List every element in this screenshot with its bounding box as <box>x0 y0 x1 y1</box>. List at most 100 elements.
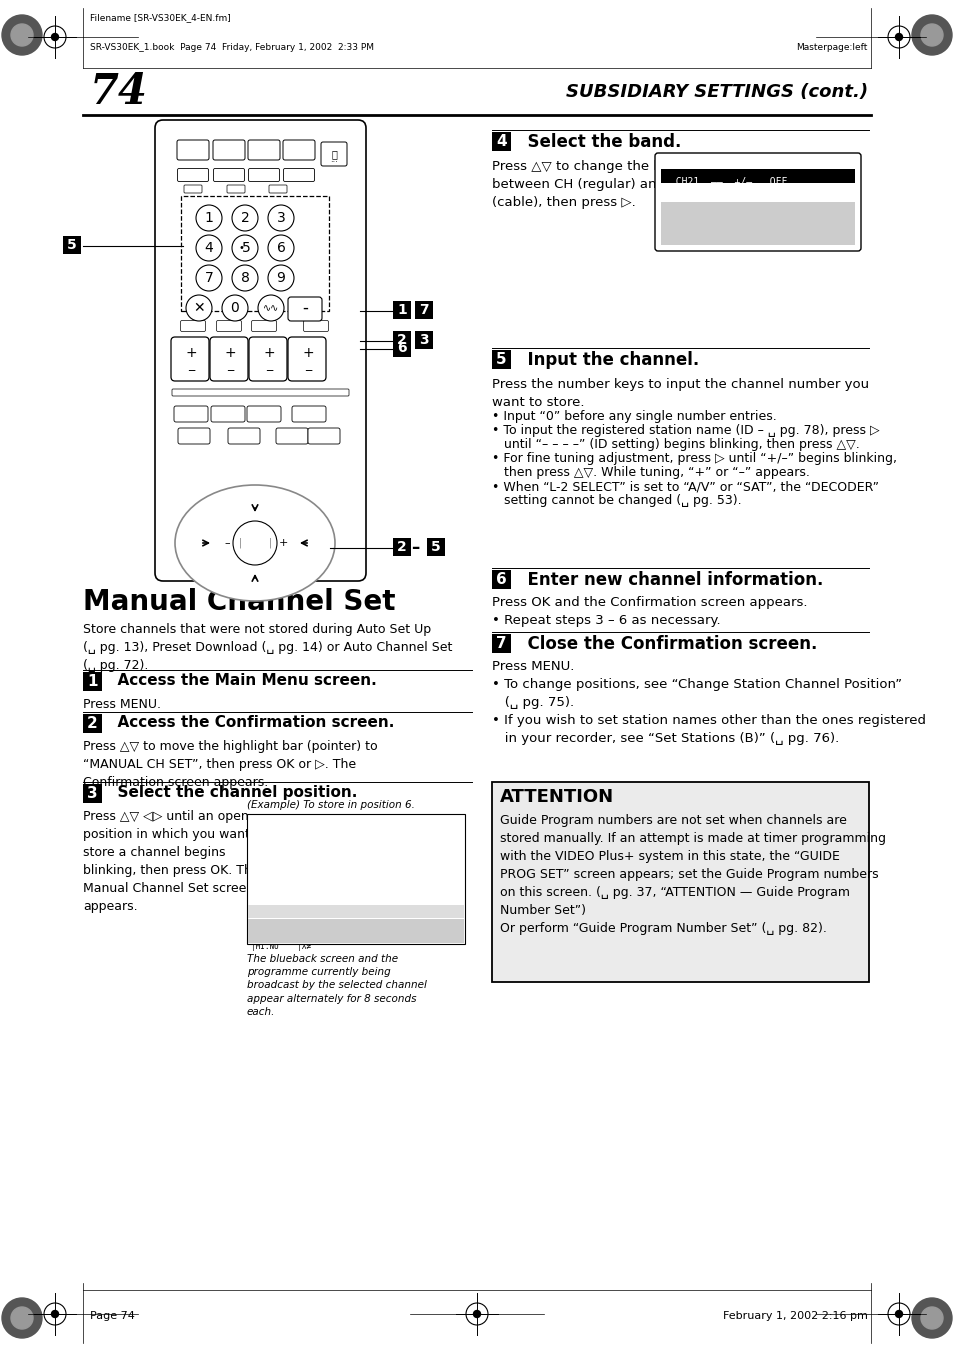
Text: 2: 2 <box>240 211 249 226</box>
Bar <box>63 236 81 254</box>
Text: +: + <box>302 346 314 359</box>
Text: Filename [SR-VS30EK_4-EN.fm]: Filename [SR-VS30EK_4-EN.fm] <box>90 14 231 23</box>
Circle shape <box>895 1310 902 1317</box>
Text: CH21  ——  +/–   OFF: CH21 —— +/– OFF <box>663 177 786 186</box>
Text: 2: 2 <box>396 332 406 347</box>
Bar <box>427 538 444 557</box>
Text: PR  ⇒  Ch     D    I N   D COD  R: PR ⇒ Ch D I N D COD R <box>662 163 815 173</box>
Bar <box>83 784 102 802</box>
Text: • Input “0” before any single number entries.: • Input “0” before any single number ent… <box>492 409 776 423</box>
Text: SUBSIDIARY SETTINGS (cont.): SUBSIDIARY SETTINGS (cont.) <box>565 82 867 101</box>
Circle shape <box>920 1306 942 1329</box>
Text: |MI.NU    |X≠°: |MI.NU |X≠° <box>251 942 315 951</box>
Text: Press MENU.
• To change positions, see “Change Station Channel Position”
   (␣ p: Press MENU. • To change positions, see “… <box>492 661 925 744</box>
Circle shape <box>2 15 42 55</box>
Circle shape <box>268 265 294 290</box>
Text: 9: 9 <box>276 272 285 285</box>
Text: ⎀: ⎀ <box>331 149 336 159</box>
Text: +: + <box>263 346 274 359</box>
Text: ∿∿: ∿∿ <box>263 303 279 313</box>
Text: Close the Confirmation screen.: Close the Confirmation screen. <box>516 635 817 653</box>
Text: • For fine tuning adjustment, press ▷ until “+/–” begins blinking,: • For fine tuning adjustment, press ▷ un… <box>492 453 896 465</box>
Text: _: _ <box>305 358 311 372</box>
Text: 4: 4 <box>496 134 506 149</box>
Circle shape <box>195 205 222 231</box>
Text: 1: 1 <box>396 303 406 317</box>
Text: Access the Main Menu screen.: Access the Main Menu screen. <box>107 673 376 688</box>
Text: ...: ... <box>330 154 337 163</box>
Bar <box>393 538 411 557</box>
FancyBboxPatch shape <box>180 320 205 331</box>
Text: Masterpage:left: Masterpage:left <box>796 43 867 53</box>
FancyBboxPatch shape <box>249 336 287 381</box>
Text: 04  30  Ch 4  11: 04 30 Ch 4 11 <box>251 875 336 885</box>
Circle shape <box>232 205 257 231</box>
Text: 7: 7 <box>418 303 428 317</box>
Bar <box>393 339 411 357</box>
Text: ✕: ✕ <box>193 301 205 315</box>
FancyBboxPatch shape <box>178 428 210 444</box>
Bar <box>492 132 511 151</box>
Circle shape <box>51 34 58 41</box>
Text: 7: 7 <box>204 272 213 285</box>
Text: 03  33  V     10: 03 33 V 10 <box>251 862 336 871</box>
Text: 5: 5 <box>496 353 506 367</box>
Text: until “– – – –” (ID setting) begins blinking, then press △▽.: until “– – – –” (ID setting) begins blin… <box>492 438 859 451</box>
Text: –: – <box>411 539 418 557</box>
Bar <box>492 634 511 653</box>
FancyBboxPatch shape <box>247 407 281 422</box>
Text: • To input the registered station name (ID – ␣ pg. 78), press ▷: • To input the registered station name (… <box>492 424 879 436</box>
Circle shape <box>11 1306 33 1329</box>
Text: 5: 5 <box>67 238 77 253</box>
Circle shape <box>268 235 294 261</box>
FancyBboxPatch shape <box>173 407 208 422</box>
Text: The blueback screen and the
programme currently being
broadcast by the selected : The blueback screen and the programme cu… <box>247 954 426 1017</box>
Text: 5: 5 <box>241 240 250 255</box>
Text: Access the Confirmation screen.: Access the Confirmation screen. <box>107 715 394 730</box>
Bar <box>247 815 464 944</box>
Text: 1: 1 <box>87 674 97 689</box>
Text: Press △▽ ◁▷ until an open
position in which you want to
store a channel begins
b: Press △▽ ◁▷ until an open position in wh… <box>83 811 266 913</box>
Circle shape <box>232 235 257 261</box>
Text: Manual Channel Set: Manual Channel Set <box>83 588 395 616</box>
FancyBboxPatch shape <box>252 320 276 331</box>
Text: Press the number keys to input the channel number you
want to store.: Press the number keys to input the chann… <box>492 378 868 409</box>
FancyBboxPatch shape <box>228 428 260 444</box>
Text: 6: 6 <box>396 340 406 355</box>
Text: 05  37  CH 5  12       ----: 05 37 CH 5 12 ---- <box>251 890 395 898</box>
Text: •: • <box>238 243 244 253</box>
Text: ©® |OK: ©® |OK <box>663 226 693 235</box>
Text: 4: 4 <box>204 240 213 255</box>
Text: ©® |OK       DK: ©® |OK DK <box>251 936 320 944</box>
Text: 02  33  BBC2  09       ----: 02 33 BBC2 09 ---- <box>251 848 395 857</box>
Text: 01  26  BBC1  0E: 01 26 BBC1 0E <box>251 834 336 843</box>
Circle shape <box>920 24 942 46</box>
FancyBboxPatch shape <box>275 428 308 444</box>
Circle shape <box>268 205 294 231</box>
Text: 74: 74 <box>90 72 148 113</box>
FancyBboxPatch shape <box>216 320 241 331</box>
Bar <box>415 331 433 349</box>
Text: 2: 2 <box>87 716 98 731</box>
Bar <box>492 570 511 589</box>
Text: +: + <box>224 346 235 359</box>
Text: 3: 3 <box>87 786 98 801</box>
Text: +: + <box>185 346 196 359</box>
FancyBboxPatch shape <box>184 185 202 193</box>
Circle shape <box>51 1310 58 1317</box>
Text: |◄► |CURSOR←→: |◄► |CURSOR←→ <box>663 216 728 226</box>
Text: |: | <box>268 538 272 549</box>
Bar <box>660 203 854 245</box>
Text: Press OK and the Confirmation screen appears.
• Repeat steps 3 – 6 as necessary.: Press OK and the Confirmation screen app… <box>492 596 806 627</box>
Bar <box>248 919 463 943</box>
Ellipse shape <box>174 485 335 601</box>
Text: then press △▽. While tuning, “+” or “–” appears.: then press △▽. While tuning, “+” or “–” … <box>492 466 809 480</box>
Text: ►07                  ►  14: ►07 ► 14 <box>251 904 391 913</box>
Circle shape <box>911 15 951 55</box>
FancyBboxPatch shape <box>308 428 339 444</box>
Bar <box>181 196 329 311</box>
Circle shape <box>222 295 248 322</box>
Text: February 1, 2002 2:16 pm: February 1, 2002 2:16 pm <box>722 1310 867 1321</box>
Circle shape <box>2 1298 42 1337</box>
Text: Input the channel.: Input the channel. <box>516 351 699 369</box>
